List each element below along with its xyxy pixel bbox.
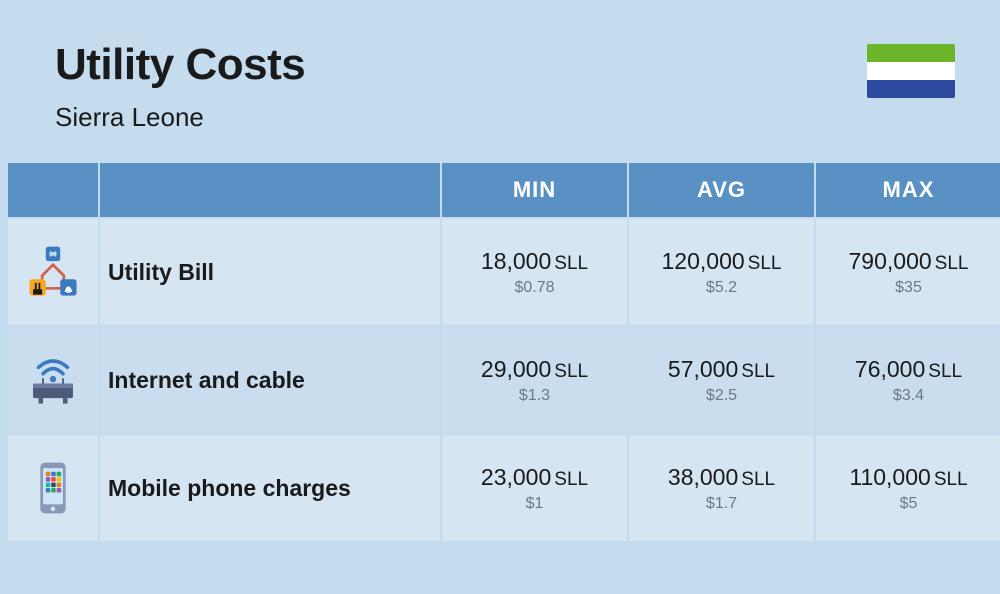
- table-row: Mobile phone charges 23,000SLL $1 38,000…: [8, 435, 992, 541]
- row-label-text: Mobile phone charges: [108, 475, 351, 502]
- cell-max: 110,000SLL $5: [816, 435, 1000, 541]
- row-label: Mobile phone charges: [100, 435, 440, 541]
- table-header-row: MIN AVG MAX: [8, 163, 992, 217]
- usd: $1: [526, 495, 544, 513]
- usd: $2.5: [706, 387, 737, 405]
- usd: $5.2: [706, 279, 737, 297]
- amount-value: 57,000: [668, 356, 738, 382]
- amount-value: 29,000: [481, 356, 551, 382]
- row-label-text: Utility Bill: [108, 259, 214, 286]
- amount-value: 76,000: [855, 356, 925, 382]
- flag-stripe-mid: [867, 62, 955, 80]
- internet-cable-icon: [8, 327, 98, 433]
- amount: 23,000SLL: [481, 464, 588, 491]
- flag-stripe-top: [867, 44, 955, 62]
- currency-suffix: SLL: [554, 469, 588, 490]
- amount: 29,000SLL: [481, 356, 588, 383]
- amount-value: 790,000: [849, 248, 932, 274]
- title-block: Utility Costs Sierra Leone: [55, 40, 305, 133]
- amount-value: 110,000: [849, 464, 930, 490]
- cell-min: 18,000SLL $0.78: [442, 219, 627, 325]
- amount-value: 38,000: [668, 464, 738, 490]
- cell-min: 29,000SLL $1.3: [442, 327, 627, 433]
- amount: 790,000SLL: [849, 248, 969, 275]
- amount: 57,000SLL: [668, 356, 775, 383]
- header: Utility Costs Sierra Leone: [0, 0, 1000, 163]
- cell-avg: 120,000SLL $5.2: [629, 219, 814, 325]
- currency-suffix: SLL: [935, 253, 969, 274]
- table-header-blank-label: [100, 163, 440, 217]
- mobile-phone-icon: [8, 435, 98, 541]
- amount-value: 23,000: [481, 464, 551, 490]
- currency-suffix: SLL: [934, 469, 968, 490]
- table-header-blank-icon: [8, 163, 98, 217]
- usd: $3.4: [893, 387, 924, 405]
- currency-suffix: SLL: [741, 361, 775, 382]
- usd: $1.7: [706, 495, 737, 513]
- table-body: Utility Bill 18,000SLL $0.78 120,000SLL …: [8, 219, 992, 541]
- flag-stripe-bot: [867, 80, 955, 98]
- cell-avg: 38,000SLL $1.7: [629, 435, 814, 541]
- utility-costs-table: MIN AVG MAX Utility Bill: [0, 163, 1000, 541]
- currency-suffix: SLL: [928, 361, 962, 382]
- cell-avg: 57,000SLL $2.5: [629, 327, 814, 433]
- amount: 38,000SLL: [668, 464, 775, 491]
- usd: $35: [895, 279, 922, 297]
- currency-suffix: SLL: [554, 361, 588, 382]
- currency-suffix: SLL: [554, 253, 588, 274]
- amount-value: 120,000: [662, 248, 745, 274]
- table-header-max: MAX: [816, 163, 1000, 217]
- table-header-min: MIN: [442, 163, 627, 217]
- page-subtitle: Sierra Leone: [55, 102, 305, 133]
- amount: 76,000SLL: [855, 356, 962, 383]
- usd: $5: [900, 495, 918, 513]
- country-flag-icon: [867, 44, 955, 98]
- currency-suffix: SLL: [748, 253, 782, 274]
- row-label: Internet and cable: [100, 327, 440, 433]
- cell-max: 76,000SLL $3.4: [816, 327, 1000, 433]
- table-row: Internet and cable 29,000SLL $1.3 57,000…: [8, 327, 992, 433]
- cell-max: 790,000SLL $35: [816, 219, 1000, 325]
- usd: $0.78: [514, 279, 554, 297]
- amount: 120,000SLL: [662, 248, 782, 275]
- currency-suffix: SLL: [741, 469, 775, 490]
- amount: 110,000SLL: [849, 464, 967, 491]
- row-label-text: Internet and cable: [108, 367, 305, 394]
- amount-value: 18,000: [481, 248, 551, 274]
- row-label: Utility Bill: [100, 219, 440, 325]
- usd: $1.3: [519, 387, 550, 405]
- table-header-avg: AVG: [629, 163, 814, 217]
- utility-bill-icon: [8, 219, 98, 325]
- page-title: Utility Costs: [55, 40, 305, 90]
- cell-min: 23,000SLL $1: [442, 435, 627, 541]
- amount: 18,000SLL: [481, 248, 588, 275]
- table-row: Utility Bill 18,000SLL $0.78 120,000SLL …: [8, 219, 992, 325]
